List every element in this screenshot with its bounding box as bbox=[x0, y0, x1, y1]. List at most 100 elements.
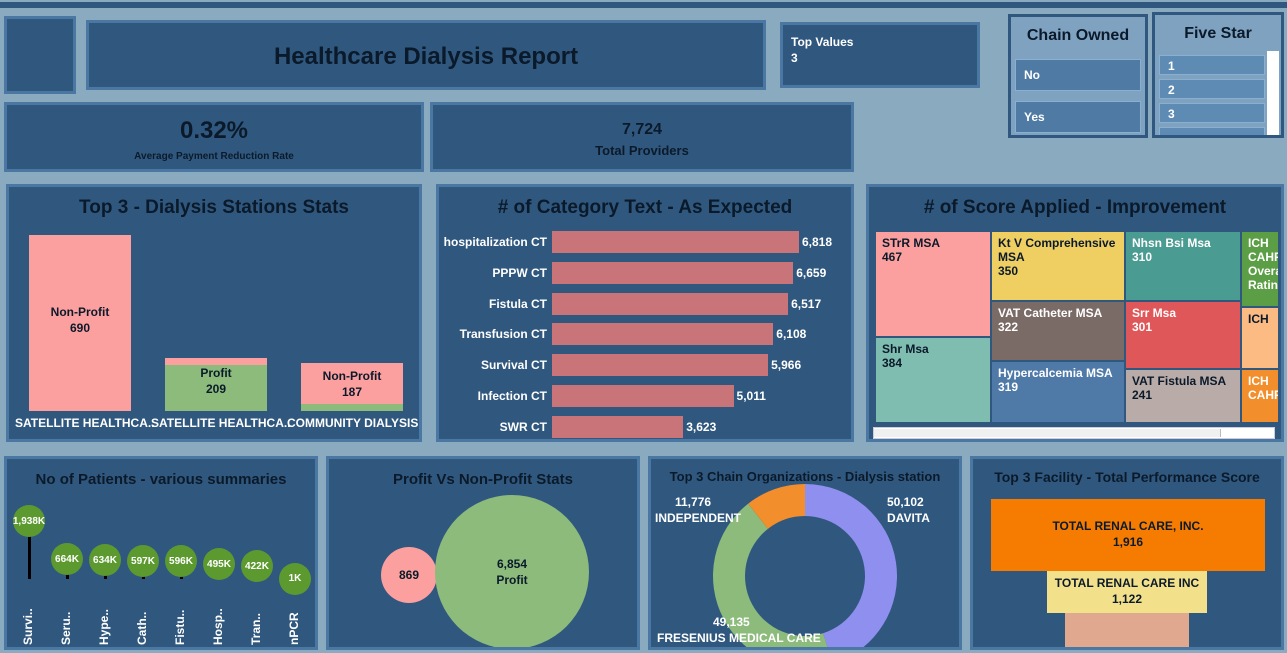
lollipop-label-2: Hype.. bbox=[97, 608, 111, 645]
score-chart-title: # of Score Applied - Improvement bbox=[923, 197, 1227, 218]
treemap-cell-name: STrR MSA bbox=[882, 236, 941, 250]
five-star-option-3[interactable]: 3 bbox=[1159, 103, 1265, 123]
category-chart: hospitalization CT 6,818 PPPW CT 6,659 Fistu… bbox=[439, 187, 851, 439]
lollipop-label-0: Survi.. bbox=[21, 608, 35, 645]
lollipop-dot-5: 495K bbox=[203, 548, 235, 581]
treemap-cell-value: 310 bbox=[1132, 250, 1153, 264]
lollipop-dot-1: 664K bbox=[51, 543, 83, 576]
category-bar-3 bbox=[552, 323, 774, 346]
treemap-cell-value: 350 bbox=[998, 264, 1019, 278]
stations-chart-title: Top 3 - Dialysis Stations Stats bbox=[79, 197, 349, 218]
funnel-step-value-0: 1,916 bbox=[1112, 535, 1144, 549]
treemap-cell-value: 467 bbox=[882, 250, 903, 264]
category-bar-2 bbox=[552, 292, 789, 315]
chain-owned-option-no[interactable]: No bbox=[1015, 59, 1141, 91]
station-bar-1 bbox=[165, 357, 267, 411]
lollipop-label-7: nPCR bbox=[287, 612, 301, 645]
five-star-option-more[interactable] bbox=[1159, 127, 1265, 135]
chain-owned-title: Chain Owned bbox=[1026, 27, 1130, 44]
treemap-cell: Nhsn Bsi Msa 310 bbox=[1125, 231, 1241, 301]
bubble-profit bbox=[435, 495, 589, 647]
donut-label-independent-value: 11,776 bbox=[675, 495, 712, 509]
treemap-cell: ICH CAHPS Overa Ratin bbox=[1241, 231, 1279, 307]
title-panel: Healthcare Dialysis Report bbox=[86, 20, 766, 90]
category-chart-title: # of Category Text - As Expected bbox=[497, 197, 793, 218]
lollipop-label-5: Hosp.. bbox=[211, 608, 225, 645]
lollipop-dot-6: 422K bbox=[241, 550, 273, 583]
donut-label-independent: INDEPENDENT bbox=[655, 511, 742, 525]
kpi-payment-reduction-value: 0.32% bbox=[179, 117, 249, 144]
category-value-5: 5,011 bbox=[736, 389, 766, 403]
station-bar-series-0: Non-Profit bbox=[50, 305, 110, 319]
five-star-option-1[interactable]: 1 bbox=[1159, 55, 1265, 75]
funnel-step-0: TOTAL RENAL CARE, INC. 1,916 bbox=[991, 499, 1265, 571]
treemap-cell: Kt V Comprehensive MSA 350 bbox=[991, 231, 1125, 301]
treemap-cell-value: 384 bbox=[882, 356, 903, 370]
treemap-cell-name: Kt V Comprehensive MSA bbox=[998, 236, 1116, 264]
facility-chart-panel: Top 3 Facility - Total Performance Score… bbox=[970, 456, 1284, 650]
category-value-4: 5,966 bbox=[771, 358, 802, 373]
chain-owned-option-yes[interactable]: Yes bbox=[1015, 101, 1141, 133]
category-bar-1 bbox=[552, 261, 794, 284]
station-bar-segment-1 bbox=[165, 357, 267, 365]
funnel-step-label-0: TOTAL RENAL CARE, INC. bbox=[1052, 519, 1204, 533]
stations-chart: Non-Profit 690 SATELLITE HEALTHCA.. Profit 2… bbox=[9, 187, 419, 439]
donut-label-davita: DAVITA bbox=[887, 511, 930, 525]
treemap-cell-name: VAT Fistula MSA bbox=[1132, 374, 1227, 388]
patients-chart-panel: No of Patients - various summaries 1,938… bbox=[4, 456, 318, 650]
treemap-cell: ICH CAHP bbox=[1241, 369, 1279, 423]
treemap-cell: ICH bbox=[1241, 307, 1279, 369]
treemap-cell-name: Srr Msa bbox=[1132, 306, 1177, 320]
five-star-filter: Five Star 1 2 3 bbox=[1152, 12, 1284, 138]
station-bar-value-1: 209 bbox=[205, 382, 227, 397]
donut-slice-1 bbox=[713, 503, 828, 647]
kpi-total-providers-label: Total Providers bbox=[595, 143, 689, 158]
top-values-label: Top Values bbox=[791, 35, 854, 49]
top-values-value[interactable]: 3 bbox=[791, 51, 798, 65]
category-label-0: hospitalization CT bbox=[443, 235, 547, 249]
top-strip bbox=[0, 2, 1287, 8]
score-horizontal-scrollbar[interactable] bbox=[873, 427, 1275, 439]
treemap-cell-name: Nhsn Bsi Msa bbox=[1132, 236, 1211, 250]
category-label-2: Fistula CT bbox=[488, 296, 547, 311]
lollipop-label-1: Seru.. bbox=[59, 611, 73, 645]
chains-donut bbox=[713, 484, 897, 647]
five-star-option-2[interactable]: 2 bbox=[1159, 79, 1265, 99]
bubble-nonprofit bbox=[381, 547, 437, 603]
category-label-6: SWR CT bbox=[499, 419, 547, 434]
score-scrollbar-thumb[interactable] bbox=[874, 429, 1221, 437]
treemap-cell-value: 241 bbox=[1132, 388, 1153, 402]
category-bar-5 bbox=[552, 385, 734, 407]
station-category-1: SATELLITE HEALTHCA.. bbox=[151, 416, 291, 430]
treemap-cell-name: ICH CAHPS Overa Ratin bbox=[1248, 236, 1279, 292]
bubble-profit-value: 6,854 bbox=[496, 557, 528, 571]
logo-box bbox=[4, 16, 76, 94]
five-star-scrollbar[interactable] bbox=[1267, 51, 1279, 135]
patients-chart-title: No of Patients - various summaries bbox=[35, 471, 287, 488]
score-treemap: STrR MSA 467 Shr Msa 384 Kt V Comprehensive … bbox=[875, 231, 1279, 423]
donut-label-fresenius: FRESENIUS MEDICAL CARE bbox=[657, 631, 821, 645]
facility-chart-title: Top 3 Facility - Total Performance Score bbox=[994, 469, 1260, 485]
treemap-cell: Srr Msa 301 bbox=[1125, 301, 1241, 369]
treemap-cell-name: ICH bbox=[1248, 312, 1269, 326]
treemap-cell: STrR MSA 467 bbox=[875, 231, 991, 337]
treemap-cell-name: ICH CAHP bbox=[1248, 374, 1279, 402]
treemap-cell-value: 319 bbox=[998, 380, 1019, 394]
station-category-0: SATELLITE HEALTHCA.. bbox=[15, 416, 155, 430]
station-bar-2 bbox=[301, 363, 403, 411]
patients-chart: 1,938K Survi.. 664K Seru.. 634K Hype.. 597K Cat… bbox=[7, 459, 315, 647]
kpi-total-providers: 7,724 Total Providers bbox=[430, 102, 854, 172]
funnel-step-label-1: TOTAL RENAL CARE INC bbox=[1054, 576, 1200, 590]
five-star-title: Five Star bbox=[1184, 25, 1252, 42]
lollipop-dot-0: 1,938K bbox=[13, 505, 45, 537]
station-bar-value-2: 187 bbox=[341, 385, 363, 400]
lollipop-label-4: Fistu.. bbox=[173, 609, 187, 645]
category-value-0: 6,818 bbox=[802, 235, 833, 249]
treemap-cell: VAT Fistula MSA 241 bbox=[1125, 369, 1241, 423]
top-values-parameter[interactable]: Top Values 3 bbox=[780, 22, 980, 88]
treemap-cell-value: 322 bbox=[998, 320, 1019, 334]
station-bar-0 bbox=[29, 235, 131, 411]
donut-slice-2 bbox=[748, 484, 805, 529]
lollipop-dot-4: 596K bbox=[165, 545, 197, 578]
chains-chart-title: Top 3 Chain Organizations - Dialysis sta… bbox=[669, 469, 941, 484]
